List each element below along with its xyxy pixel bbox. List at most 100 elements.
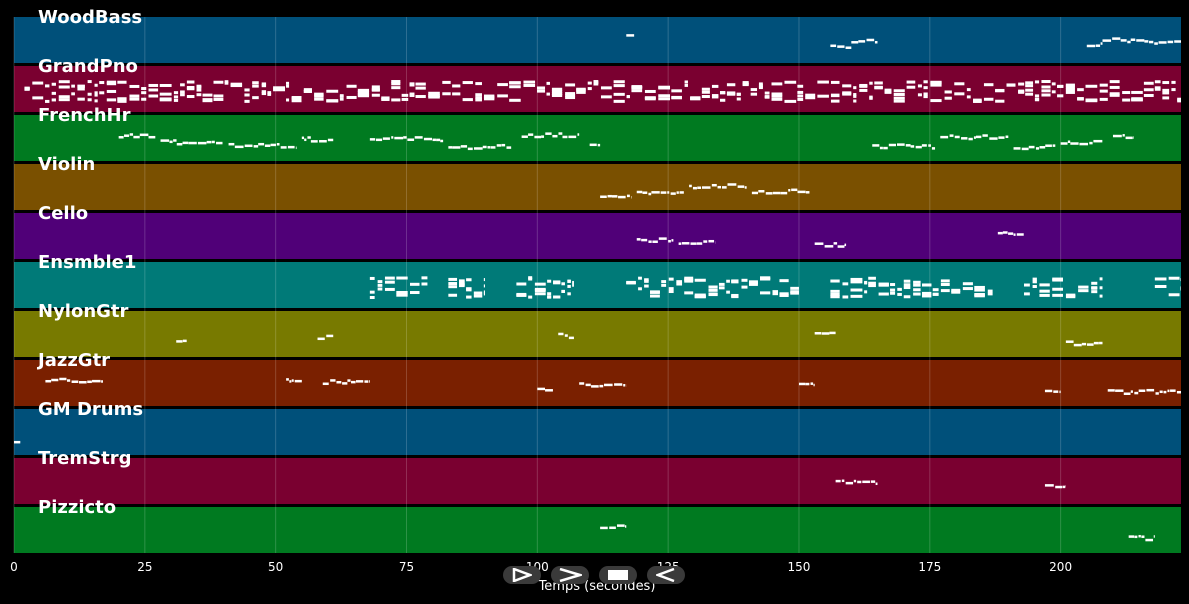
note [1091, 281, 1098, 285]
note [289, 380, 292, 383]
note [1167, 389, 1170, 393]
note [252, 96, 259, 100]
track-lane [14, 262, 1181, 308]
note [384, 280, 395, 284]
note [604, 383, 613, 387]
note [180, 93, 185, 97]
note [1163, 390, 1167, 394]
note [736, 92, 741, 96]
note [692, 186, 697, 190]
note [394, 136, 404, 140]
note [966, 88, 971, 92]
note [1078, 289, 1089, 293]
stop-button[interactable] [599, 566, 637, 584]
note [483, 290, 485, 294]
note [45, 379, 52, 383]
note [473, 147, 483, 150]
note [1167, 40, 1174, 44]
note [1134, 535, 1138, 539]
note [377, 283, 383, 287]
note [1044, 484, 1054, 487]
note [159, 92, 172, 96]
note [261, 84, 267, 88]
note [696, 242, 703, 245]
note [1016, 233, 1024, 236]
note [658, 97, 670, 101]
note [1122, 91, 1131, 95]
note [987, 292, 993, 296]
note [913, 288, 921, 292]
note [833, 242, 838, 245]
note [600, 95, 612, 99]
note [949, 134, 954, 137]
play-button[interactable] [503, 566, 541, 584]
note [270, 143, 277, 147]
note [1041, 80, 1051, 84]
note [600, 526, 608, 530]
note [1018, 90, 1025, 94]
note [868, 284, 876, 288]
note [541, 135, 545, 138]
note [51, 91, 56, 95]
note [690, 96, 701, 100]
note [671, 95, 682, 99]
note [842, 282, 849, 286]
note [117, 99, 127, 103]
note [903, 283, 911, 287]
note [772, 292, 779, 296]
note [180, 83, 185, 87]
note [593, 80, 599, 84]
note [758, 84, 763, 88]
track-label: Violin [38, 154, 96, 175]
note [850, 288, 863, 292]
note [1070, 142, 1079, 145]
note [567, 279, 571, 283]
note [623, 384, 626, 387]
note [1120, 39, 1127, 42]
rewind-button[interactable] [647, 566, 685, 584]
track-label: NylonGtr [38, 301, 129, 322]
note [1078, 285, 1089, 289]
note [626, 34, 635, 37]
note [1162, 91, 1170, 95]
x-tick-label: 25 [137, 560, 153, 574]
note [1174, 40, 1181, 43]
note [213, 80, 224, 84]
note [874, 85, 883, 89]
fast-forward-button[interactable] [551, 566, 589, 584]
note [497, 83, 508, 87]
note [842, 84, 852, 88]
note [1002, 231, 1008, 234]
note [903, 286, 911, 290]
note [694, 293, 706, 297]
note [718, 286, 725, 290]
note [506, 146, 512, 149]
note [286, 81, 290, 85]
note [966, 95, 971, 99]
track-lane [14, 17, 1181, 63]
note [301, 136, 305, 140]
track-lane [14, 115, 1181, 161]
note [591, 385, 599, 388]
note [1159, 390, 1163, 394]
note [1032, 277, 1037, 281]
note [497, 94, 508, 98]
note [483, 278, 485, 282]
note [765, 192, 773, 195]
note [546, 81, 550, 85]
track-label: GrandPno [38, 56, 138, 77]
note [1051, 82, 1056, 86]
note [92, 379, 101, 383]
note [1154, 284, 1167, 288]
note [448, 285, 458, 289]
note [564, 334, 568, 337]
note [671, 89, 682, 93]
note [129, 133, 134, 136]
note [558, 132, 563, 135]
note [224, 80, 229, 84]
note [428, 91, 440, 95]
note [230, 84, 243, 88]
note [814, 242, 824, 245]
note [1099, 89, 1108, 93]
